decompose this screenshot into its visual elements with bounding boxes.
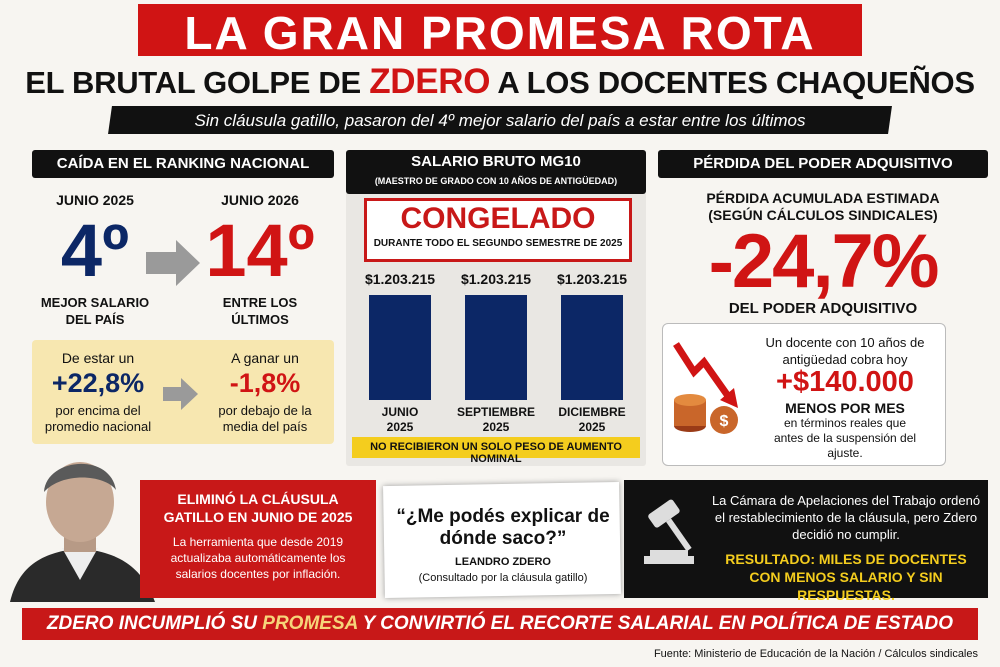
footer-banner [22,608,978,640]
clause-title: ELIMINÓ LA CLÁUSULA GATILLO EN JUNIO DE … [163,491,353,525]
stamp-text: CONGELADO [400,202,596,235]
footer-part: PROMESA [262,613,358,634]
money-icon: $ [673,342,738,434]
value-label: $1.203.215 [364,271,436,287]
loss-note: (SEGÚN CÁLCULOS SINDICALES) [708,207,938,223]
rank-caption: MEJOR SALARIO DEL PAÍS [40,295,150,327]
rank: 4º [60,209,130,292]
footer-text: ZDERO INCUMPLIÓ SU PROMESA Y CONVIRTIÓ E… [0,613,1000,635]
detail-amount-caption: MENOS POR MES [785,400,905,416]
footer-part: Y CONVIRTIÓ EL RECORTE SALARIAL EN POLÍT… [357,613,954,634]
note: NO RECIBIERON UN SOLO PESO DE AUMENTO NO… [370,441,622,465]
loss-lead: PÉRDIDA ACUMULADA ESTIMADA [706,190,940,206]
rank: 14º [205,209,315,292]
headline: EL BRUTAL GOLPE DE ZDERO A LOS DOCENTES … [0,62,1000,102]
date: JUNIO 2026 [221,192,299,208]
bar [369,295,431,400]
title: LA GRAN PROMESA ROTA [184,7,816,59]
clause-text: La herramienta que desde 2019 actualizab… [170,535,346,581]
court-result: RESULTADO: MILES DE DOCENTES CON MENOS S… [725,551,967,603]
gap-value: -1,8% [229,368,301,398]
bar [561,295,623,400]
quote-text: “¿Me podés explicar de dónde saco?” [396,506,610,549]
gap-value: +22,8% [51,368,145,398]
gap-caption: por encima del promedio nacional [44,403,152,434]
note-strip [352,437,640,458]
gap-caption: por debajo de la media del país [218,403,312,434]
detail-box [662,323,946,466]
arrow-icon [163,378,198,410]
quote-author: LEANDRO ZDERO [455,556,551,568]
loss-value: -24,7% [708,219,940,304]
court-text: La Cámara de Apelaciones del Trabajo ord… [711,493,981,542]
headline-part: A LOS DOCENTES CHAQUEÑOS [490,65,975,100]
clause-box [140,480,376,598]
category-label: JUNIO 2025 [381,405,419,434]
detail-intro: Un docente con 10 años de antigüedad cob… [765,335,925,367]
panel-heading: SALARIO BRUTO MG10 [346,150,646,194]
rank-caption: ENTRE LOS ÚLTIMOS [222,295,298,327]
arrow-icon [146,240,200,286]
gap-lead: De estar un [61,350,135,366]
heading-text: SALARIO BRUTO MG10 [411,153,581,170]
stamp [364,198,632,262]
quote-context: (Consultado por la cláusula gatillo) [418,572,588,584]
category-label: DICIEMBRE 2025 [558,405,626,434]
category-label: SEPTIEMBRE 2025 [456,405,535,434]
loss-caption: DEL PODER ADQUISITIVO [728,300,918,317]
source: Fuente: Ministerio de Educación de la Na… [653,648,978,660]
headline-part: EL BRUTAL GOLPE DE [25,65,370,100]
portrait [10,462,155,602]
stamp-note: DURANTE TODO EL SEGUNDO SEMESTRE DE 2025 [373,238,623,249]
value-label: $1.203.215 [460,271,532,287]
date: JUNIO 2025 [56,192,134,208]
subheading: (MAESTRO DE GRADO CON 10 AÑOS DE ANTIGÜE… [374,176,618,186]
panel-heading: PÉRDIDA DEL PODER ADQUISITIVO [658,150,988,178]
bar [465,295,527,400]
value-label: $1.203.215 [556,271,628,287]
gap-lead: A ganar un [231,350,299,366]
title-banner [138,4,862,56]
svg-text:$: $ [720,413,729,430]
headline-part: ZDERO [369,62,491,101]
footer-part: ZDERO INCUMPLIÓ SU [46,613,263,634]
detail-amount: +$140.000 [776,366,914,398]
detail-text: en términos reales que antes de la suspe… [773,416,917,460]
subtitle: Sin cláusula gatillo, pasaron del 4º mej… [194,111,806,130]
panel-heading: CAÍDA EN EL RANKING NACIONAL [32,150,334,178]
gavel-icon [644,499,694,564]
